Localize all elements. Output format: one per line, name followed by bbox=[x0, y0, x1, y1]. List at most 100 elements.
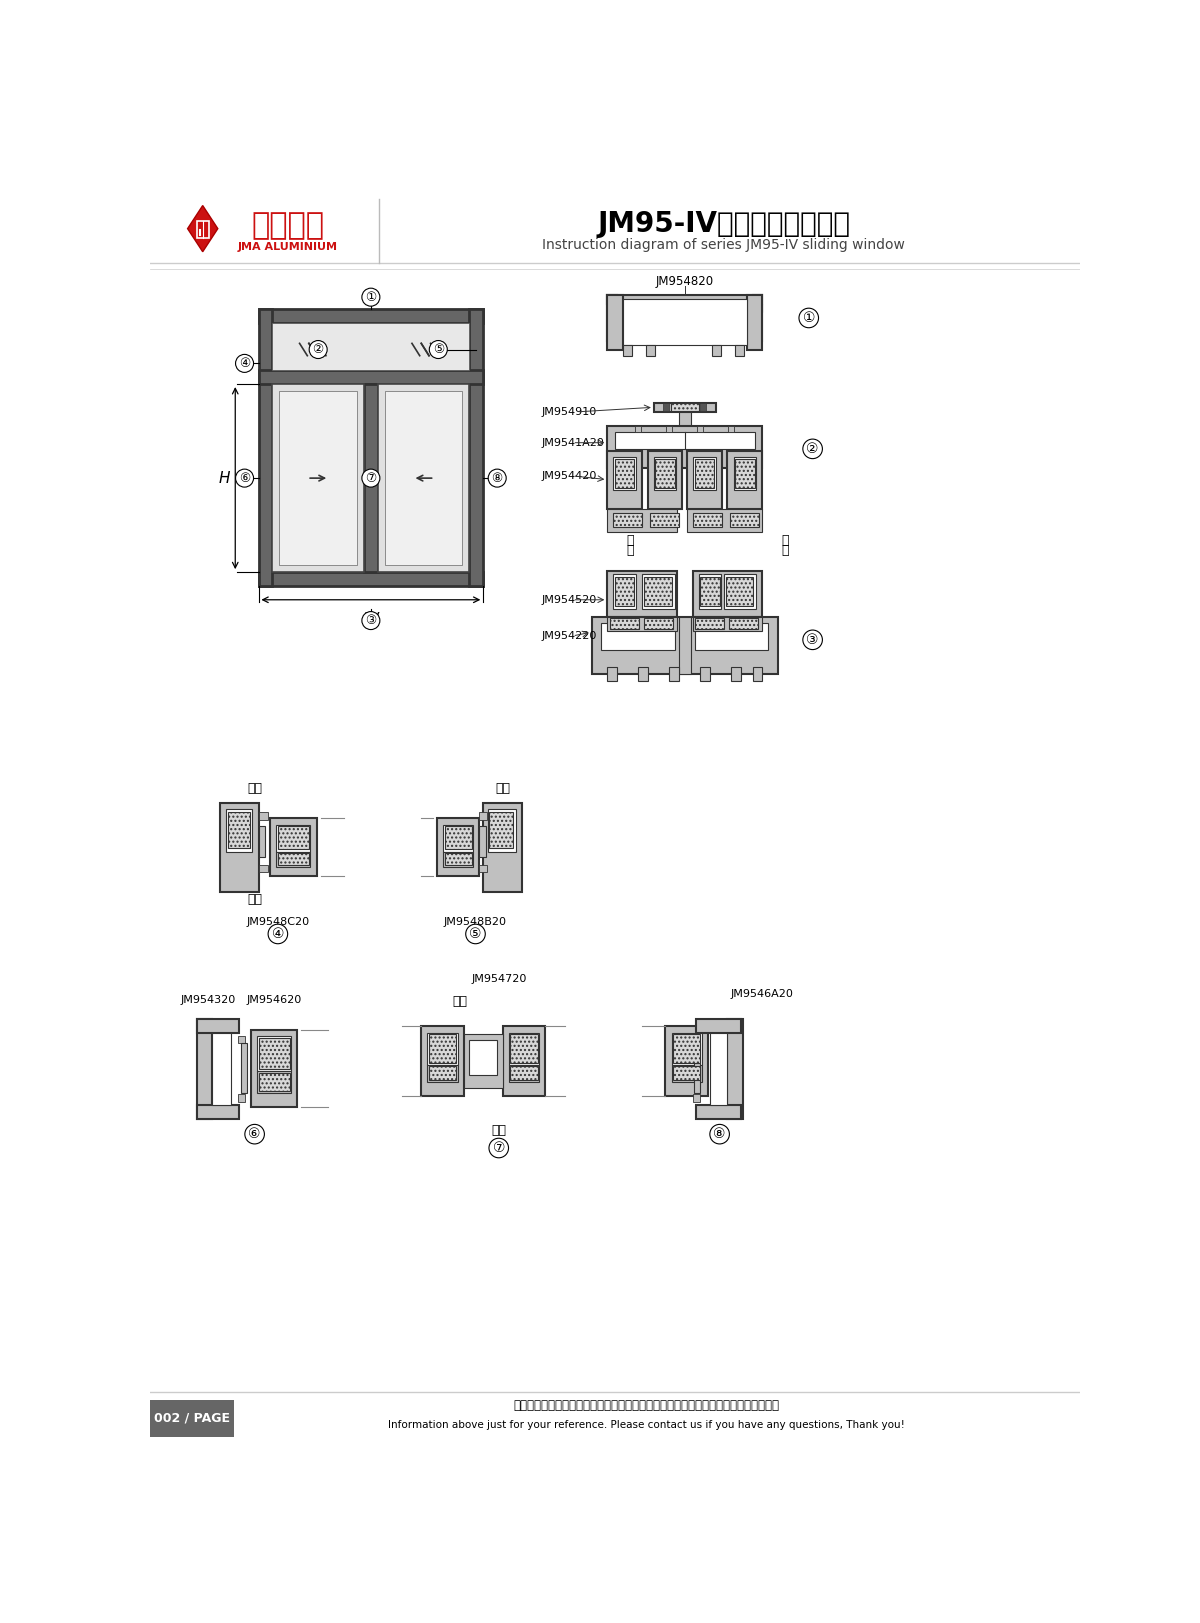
Text: 坚美铝业: 坚美铝业 bbox=[252, 211, 324, 240]
Text: ①: ① bbox=[803, 312, 815, 325]
Bar bbox=[688, 451, 722, 510]
Text: JM954820: JM954820 bbox=[655, 274, 714, 287]
Bar bbox=[672, 1032, 702, 1065]
Bar bbox=[650, 513, 679, 526]
Bar bbox=[731, 667, 740, 680]
Bar bbox=[469, 1040, 497, 1074]
Bar bbox=[701, 404, 707, 411]
Bar bbox=[623, 346, 632, 357]
Bar bbox=[692, 571, 762, 617]
Text: Instruction diagram of series JM95-IV sliding window: Instruction diagram of series JM95-IV sl… bbox=[542, 239, 905, 252]
Bar bbox=[278, 854, 308, 865]
Text: ④: ④ bbox=[239, 357, 250, 370]
Bar bbox=[607, 451, 642, 510]
Bar bbox=[607, 510, 677, 532]
Bar bbox=[696, 1019, 742, 1032]
Bar bbox=[150, 1399, 234, 1436]
Bar bbox=[479, 812, 487, 820]
Bar bbox=[746, 295, 762, 351]
Bar bbox=[736, 459, 755, 489]
Text: JM954520: JM954520 bbox=[541, 594, 596, 605]
Bar bbox=[664, 404, 670, 411]
Bar bbox=[607, 295, 623, 351]
Bar bbox=[665, 1026, 708, 1096]
Bar bbox=[197, 1019, 212, 1118]
Bar bbox=[701, 667, 709, 680]
Polygon shape bbox=[187, 206, 218, 252]
Text: ④: ④ bbox=[271, 927, 284, 941]
Text: ②: ② bbox=[312, 342, 324, 355]
Bar bbox=[197, 1105, 239, 1118]
Bar bbox=[730, 513, 760, 526]
Bar bbox=[258, 370, 484, 385]
Text: JMA ALUMINIUM: JMA ALUMINIUM bbox=[238, 242, 338, 252]
Bar bbox=[437, 818, 479, 876]
Bar bbox=[378, 385, 469, 571]
Bar bbox=[655, 459, 674, 489]
Bar bbox=[695, 623, 768, 649]
Bar bbox=[728, 425, 734, 432]
Bar bbox=[212, 1032, 232, 1105]
Bar bbox=[272, 323, 469, 370]
Text: ③: ③ bbox=[365, 613, 377, 626]
Bar bbox=[654, 458, 677, 490]
Bar bbox=[678, 412, 691, 425]
Bar bbox=[670, 667, 678, 680]
Bar bbox=[692, 1094, 701, 1102]
Bar bbox=[421, 1026, 464, 1096]
Bar bbox=[427, 1065, 457, 1083]
Text: ⑤: ⑤ bbox=[469, 927, 481, 941]
Bar bbox=[697, 425, 703, 432]
Bar bbox=[616, 432, 755, 450]
Bar bbox=[510, 1034, 538, 1063]
Bar bbox=[616, 576, 635, 605]
Bar bbox=[276, 824, 311, 852]
Bar bbox=[688, 510, 762, 532]
Bar bbox=[443, 852, 473, 867]
Bar bbox=[613, 458, 636, 490]
Bar bbox=[736, 346, 744, 357]
Bar bbox=[241, 1044, 247, 1094]
Bar bbox=[642, 575, 674, 609]
Bar bbox=[427, 1032, 457, 1065]
Bar bbox=[712, 346, 721, 357]
Bar bbox=[220, 803, 258, 891]
Bar bbox=[258, 812, 268, 820]
Text: 图中所示型材截面、装配、编号、尺寸及重量仅供参考。如有疑问，请向本公司查询。: 图中所示型材截面、装配、编号、尺寸及重量仅供参考。如有疑问，请向本公司查询。 bbox=[514, 1399, 779, 1412]
Bar bbox=[607, 667, 617, 680]
Text: 室内: 室内 bbox=[496, 782, 510, 795]
Bar bbox=[692, 617, 762, 631]
Bar bbox=[607, 304, 762, 312]
Bar bbox=[610, 618, 640, 630]
Bar bbox=[678, 617, 691, 675]
Bar bbox=[695, 618, 725, 630]
Bar bbox=[197, 221, 209, 239]
Bar bbox=[509, 1065, 539, 1083]
Text: H: H bbox=[218, 471, 230, 485]
Bar bbox=[694, 458, 715, 490]
Bar bbox=[443, 824, 473, 852]
Bar bbox=[510, 1066, 538, 1081]
Bar bbox=[733, 458, 756, 490]
Bar bbox=[238, 1035, 245, 1044]
Text: ②: ② bbox=[806, 441, 818, 456]
Text: 002 / PAGE: 002 / PAGE bbox=[154, 1412, 230, 1425]
Bar bbox=[258, 1039, 289, 1068]
Bar bbox=[607, 571, 677, 617]
Bar bbox=[643, 618, 673, 630]
Bar bbox=[666, 425, 672, 432]
Bar bbox=[479, 826, 486, 857]
Bar bbox=[444, 854, 472, 865]
Text: JM954220: JM954220 bbox=[541, 631, 596, 641]
Bar bbox=[444, 826, 472, 849]
Bar bbox=[607, 295, 762, 304]
Bar bbox=[257, 1071, 292, 1092]
Text: JM9548B20: JM9548B20 bbox=[444, 917, 508, 927]
Bar bbox=[644, 576, 672, 605]
Bar bbox=[276, 852, 311, 867]
Bar bbox=[695, 459, 714, 489]
Bar bbox=[258, 571, 484, 586]
Bar bbox=[672, 1065, 702, 1083]
Bar bbox=[635, 425, 641, 432]
Bar bbox=[464, 1034, 503, 1087]
